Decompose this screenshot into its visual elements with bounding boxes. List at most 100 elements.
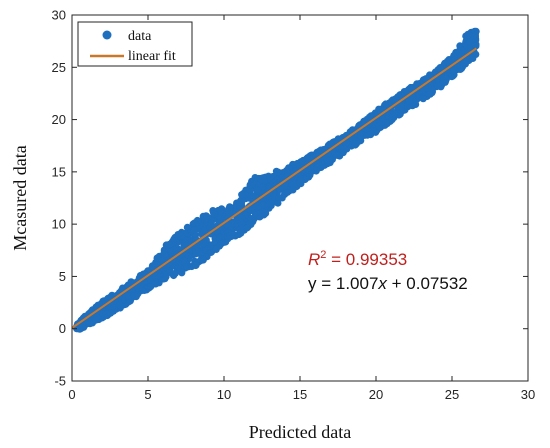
- legend-label-data: data: [128, 29, 152, 44]
- x-tick-label: 25: [445, 387, 459, 402]
- r-squared-superscript: 2: [320, 249, 326, 261]
- data-point: [285, 164, 293, 172]
- x-tick-label: 20: [369, 387, 383, 402]
- fit-line-layer: [71, 47, 477, 329]
- y-tick-label: 0: [59, 321, 66, 336]
- data-point: [217, 213, 225, 221]
- data-point: [441, 59, 449, 67]
- data-point: [352, 140, 361, 148]
- data-point: [224, 235, 232, 243]
- x-tick-label: 5: [144, 387, 151, 402]
- data-point: [246, 186, 254, 194]
- data-point: [177, 250, 185, 258]
- y-tick-label: -5: [54, 374, 66, 389]
- legend-marker-data: [102, 30, 112, 40]
- data-point: [434, 82, 442, 90]
- data-point: [243, 224, 251, 232]
- data-point: [116, 301, 124, 309]
- legend-box: [77, 21, 193, 67]
- data-point: [199, 240, 208, 248]
- data-point: [426, 90, 434, 98]
- y-tick-label: 30: [52, 8, 66, 23]
- data-point: [206, 242, 214, 250]
- data-point: [225, 209, 233, 217]
- data-point: [177, 232, 185, 240]
- fit-equation-annotation: y = 1.007x + 0.07532: [308, 274, 468, 293]
- data-point: [106, 309, 115, 317]
- x-axis-title: Predicted data: [249, 422, 351, 442]
- data-point: [299, 157, 307, 165]
- data-point: [333, 151, 341, 159]
- data-point: [239, 190, 247, 198]
- x-tick-label: 15: [293, 387, 307, 402]
- r-squared-annotation: R2 = 0.99353: [308, 249, 407, 269]
- data-point: [419, 95, 427, 103]
- data-point: [161, 275, 169, 283]
- equation-variable: x: [377, 274, 387, 293]
- x-tick-label: 30: [521, 387, 535, 402]
- data-point: [382, 119, 390, 127]
- data-point: [439, 77, 447, 85]
- equation-suffix: + 0.07532: [387, 274, 468, 293]
- y-tick-label: 15: [52, 164, 66, 179]
- y-tick-label: 20: [52, 112, 66, 127]
- data-point: [181, 239, 189, 247]
- data-point: [422, 75, 430, 83]
- data-point: [151, 273, 159, 281]
- data-point: [419, 86, 427, 94]
- data-point: [466, 38, 474, 46]
- data-point: [199, 255, 207, 263]
- y-tick-label: 10: [52, 217, 66, 232]
- data-point: [190, 219, 199, 227]
- data-point: [290, 181, 298, 189]
- data-point: [192, 261, 200, 270]
- data-point: [276, 185, 284, 193]
- data-point: [210, 210, 218, 218]
- data-point: [313, 164, 321, 173]
- data-point: [238, 214, 246, 222]
- data-point: [274, 199, 282, 207]
- data-point: [305, 155, 314, 163]
- data-point: [207, 220, 215, 228]
- data-point: [342, 139, 350, 147]
- data-point: [317, 146, 325, 154]
- data-point: [165, 240, 173, 248]
- data-point: [283, 188, 292, 196]
- data-point: [367, 113, 375, 121]
- legend-label-linear-fit: linear fit: [128, 49, 176, 64]
- legend: data linear fit: [77, 21, 193, 67]
- data-point: [86, 320, 94, 328]
- data-point: [375, 122, 383, 130]
- data-point: [125, 298, 133, 306]
- data-point: [323, 154, 331, 162]
- data-point: [274, 168, 282, 176]
- y-axis-title: Mcasured data: [10, 145, 30, 250]
- data-point: [92, 316, 100, 324]
- data-point: [260, 177, 268, 185]
- data-point: [301, 175, 309, 184]
- data-point: [390, 110, 398, 118]
- equation-prefix: y = 1.007: [308, 274, 378, 293]
- data-point: [405, 97, 413, 105]
- data-point: [147, 283, 155, 291]
- data-point: [216, 233, 224, 241]
- x-tick-label: 0: [68, 387, 75, 402]
- data-point: [236, 198, 244, 206]
- data-point: [258, 201, 266, 209]
- data-point: [237, 229, 245, 237]
- data-point: [190, 226, 198, 235]
- data-point: [363, 131, 371, 139]
- y-tick-label: 25: [52, 60, 66, 75]
- data-point: [251, 214, 259, 222]
- data-point: [132, 293, 140, 301]
- data-point: [227, 222, 235, 230]
- data-point: [472, 42, 480, 50]
- r-squared-value: = 0.99353: [326, 250, 407, 269]
- data-point: [469, 54, 477, 63]
- data-point: [154, 254, 162, 262]
- data-point: [169, 270, 177, 278]
- data-point: [177, 264, 185, 272]
